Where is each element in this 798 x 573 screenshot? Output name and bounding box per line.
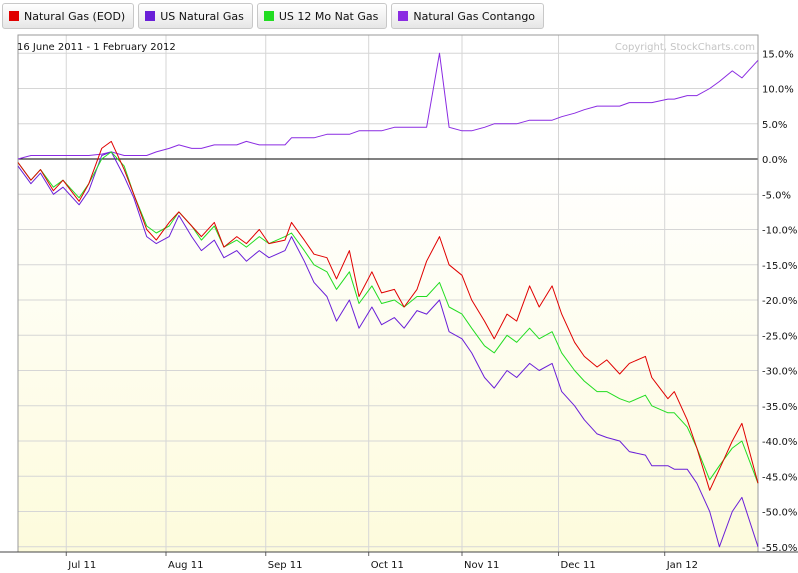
legend-label: Natural Gas (EOD) bbox=[24, 9, 126, 23]
legend-label: Natural Gas Contango bbox=[413, 9, 536, 23]
x-tick-label: Dec 11 bbox=[561, 560, 596, 571]
legend-swatch bbox=[9, 11, 19, 21]
x-tick-label: Oct 11 bbox=[371, 560, 404, 571]
watermark: Copyright, StockCharts.com bbox=[615, 42, 755, 53]
legend-swatch bbox=[145, 11, 156, 21]
y-tick-label: 15.0% bbox=[762, 49, 794, 60]
y-tick-label: 5.0% bbox=[762, 120, 787, 131]
y-tick-label: -30.0% bbox=[762, 367, 797, 378]
y-tick-label: -40.0% bbox=[762, 437, 797, 448]
y-tick-label: -50.0% bbox=[762, 508, 797, 519]
y-tick-label: 0.0% bbox=[762, 155, 787, 166]
series-line-us-12-mo-nat-gas bbox=[17, 151, 759, 484]
y-tick-label: -10.0% bbox=[762, 226, 797, 237]
legend-item[interactable]: Natural Gas (EOD) bbox=[2, 3, 135, 29]
legend-swatch bbox=[398, 11, 409, 21]
legend: Natural Gas (EOD) US Natural Gas US 12 Mo … bbox=[2, 3, 545, 29]
plot-area-negative bbox=[18, 159, 758, 552]
x-tick-label: Sep 11 bbox=[268, 560, 303, 571]
plot-area-positive bbox=[18, 35, 758, 159]
y-tick-label: -20.0% bbox=[762, 296, 797, 307]
x-tick-label: Nov 11 bbox=[464, 560, 499, 571]
y-tick-label: -15.0% bbox=[762, 261, 797, 272]
x-tick-label: Aug 11 bbox=[168, 560, 203, 571]
x-tick-label: Jul 11 bbox=[67, 560, 96, 571]
series-line-natural-gas-eod bbox=[17, 140, 759, 491]
legend-item[interactable]: US 12 Mo Nat Gas bbox=[256, 3, 388, 29]
legend-item[interactable]: Natural Gas Contango bbox=[391, 3, 545, 29]
x-tick-label: Jan 12 bbox=[666, 560, 698, 571]
legend-label: US Natural Gas bbox=[160, 9, 244, 23]
y-tick-label: 10.0% bbox=[762, 85, 794, 96]
y-tick-label: -45.0% bbox=[762, 472, 797, 483]
y-tick-label: -5.0% bbox=[762, 190, 791, 201]
legend-item[interactable]: US Natural Gas bbox=[138, 3, 253, 29]
chart-subtitle: 16 June 2011 - 1 February 2012 bbox=[17, 42, 176, 53]
legend-swatch bbox=[263, 11, 274, 21]
series-line-natural-gas-contango bbox=[17, 52, 759, 160]
y-tick-label: -25.0% bbox=[762, 331, 797, 342]
y-tick-label: -35.0% bbox=[762, 402, 797, 413]
y-tick-label: -55.0% bbox=[762, 543, 797, 554]
legend-label: US 12 Mo Nat Gas bbox=[278, 9, 379, 23]
series-line-us-natural-gas bbox=[17, 151, 759, 548]
